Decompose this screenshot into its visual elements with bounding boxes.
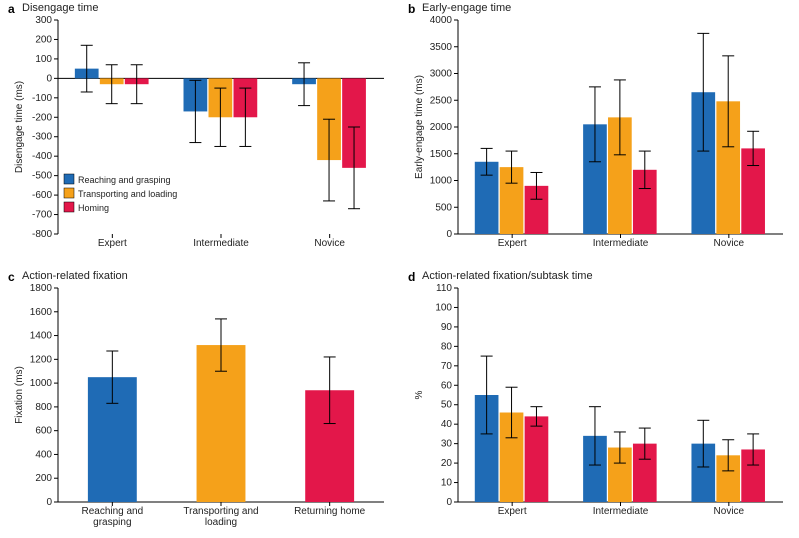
svg-text:80: 80	[441, 341, 453, 352]
svg-text:-100: -100	[32, 93, 52, 104]
svg-text:100: 100	[35, 54, 52, 65]
panel-a-title: Disengage time	[22, 2, 98, 14]
svg-text:30: 30	[441, 439, 453, 450]
svg-text:600: 600	[35, 426, 52, 437]
chart-svg: 0 200 400 600 800 1000 1200 1400 1600 1800 Fixatio…	[8, 270, 392, 534]
panel-b-label: b	[408, 2, 415, 16]
svg-text:60: 60	[441, 380, 453, 391]
svg-text:0: 0	[46, 73, 52, 84]
svg-text:Expert: Expert	[498, 238, 527, 249]
chart-svg: 05001000150020002500300035004000Early-en…	[408, 2, 791, 266]
bar	[525, 416, 549, 502]
panel-a: a Disengage time -800 -700 -600 -500 -400 -30…	[8, 2, 392, 266]
svg-text:1000: 1000	[30, 378, 53, 389]
svg-text:1200: 1200	[30, 354, 53, 365]
svg-text:Reaching and grasping: Reaching and grasping	[78, 175, 171, 185]
svg-text:0: 0	[446, 229, 452, 240]
svg-text:4000: 4000	[430, 15, 453, 26]
svg-text:1600: 1600	[30, 307, 53, 318]
svg-text:Novice: Novice	[714, 238, 745, 249]
svg-text:-500: -500	[32, 171, 52, 182]
svg-text:1400: 1400	[30, 331, 53, 342]
svg-text:3500: 3500	[430, 42, 453, 53]
svg-text:Intermediate: Intermediate	[593, 506, 649, 517]
svg-text:Homing: Homing	[78, 203, 109, 213]
svg-text:10: 10	[441, 478, 453, 489]
svg-text:300: 300	[35, 15, 52, 26]
svg-text:Expert: Expert	[98, 238, 127, 249]
svg-text:Transporting and: Transporting and	[183, 506, 258, 517]
svg-text:-600: -600	[32, 190, 52, 201]
svg-text:2500: 2500	[430, 95, 453, 106]
svg-text:Intermediate: Intermediate	[593, 238, 649, 249]
svg-text:Reaching and: Reaching and	[81, 506, 143, 517]
svg-text:110: 110	[436, 283, 452, 294]
svg-text:loading: loading	[205, 517, 237, 528]
svg-text:1800: 1800	[30, 283, 53, 294]
svg-text:Disengage time (ms): Disengage time (ms)	[14, 81, 25, 173]
svg-text:500: 500	[435, 202, 452, 213]
panel-c-title: Action-related fixation	[22, 270, 128, 282]
svg-text:-700: -700	[32, 210, 52, 221]
svg-text:100: 100	[435, 302, 452, 313]
panel-b-title: Early-engage time	[422, 2, 511, 14]
svg-text:Transporting and loading: Transporting and loading	[78, 189, 177, 199]
svg-text:%: %	[414, 390, 425, 399]
svg-text:Novice: Novice	[314, 238, 345, 249]
panel-d-label: d	[408, 270, 415, 284]
panel-d-title: Action-related fixation/subtask time	[422, 270, 593, 282]
svg-text:1000: 1000	[430, 176, 453, 187]
svg-text:200: 200	[35, 473, 52, 484]
svg-text:3000: 3000	[430, 69, 453, 80]
panel-b: b Early-engage time 0 500 1000 1500 2000 2500…	[408, 2, 791, 266]
svg-text:-400: -400	[32, 151, 52, 162]
svg-text:2000: 2000	[430, 122, 453, 133]
panel-c-label: c	[8, 270, 15, 284]
chart-svg: 0 10 20 30 40 50 60 70 80 90 100 110% Expert Intermed…	[408, 270, 791, 534]
svg-text:800: 800	[35, 402, 52, 413]
svg-text:-200: -200	[32, 112, 52, 123]
panel-d: d Action-related fixation/subtask time 0…	[408, 270, 791, 534]
svg-text:90: 90	[441, 322, 453, 333]
svg-text:Novice: Novice	[714, 506, 745, 517]
chart-svg: -800 -700 -600 -500 -400 -300 -200 -100 0 100 200 3…	[8, 2, 392, 266]
svg-text:Expert: Expert	[498, 506, 527, 517]
svg-text:200: 200	[35, 34, 52, 45]
svg-text:-800: -800	[32, 229, 52, 240]
svg-text:Returning home: Returning home	[294, 506, 366, 517]
svg-text:grasping: grasping	[93, 517, 131, 528]
svg-text:70: 70	[441, 361, 453, 372]
svg-text:400: 400	[35, 449, 52, 460]
svg-text:Early-engage time (ms): Early-engage time (ms)	[414, 75, 425, 179]
svg-text:Fixation (ms): Fixation (ms)	[14, 366, 25, 424]
svg-text:40: 40	[441, 419, 453, 430]
panel-c: c Action-related fixation 0 200 400 600 800 1…	[8, 270, 392, 534]
svg-text:0: 0	[446, 497, 452, 508]
svg-text:Intermediate: Intermediate	[193, 238, 249, 249]
svg-text:20: 20	[441, 458, 453, 469]
figure-grid: a Disengage time -800 -700 -600 -500 -400 -30…	[0, 0, 799, 538]
svg-text:-300: -300	[32, 132, 52, 143]
svg-text:50: 50	[441, 400, 453, 411]
svg-text:1500: 1500	[430, 149, 453, 160]
panel-a-label: a	[8, 2, 15, 16]
svg-text:0: 0	[46, 497, 52, 508]
